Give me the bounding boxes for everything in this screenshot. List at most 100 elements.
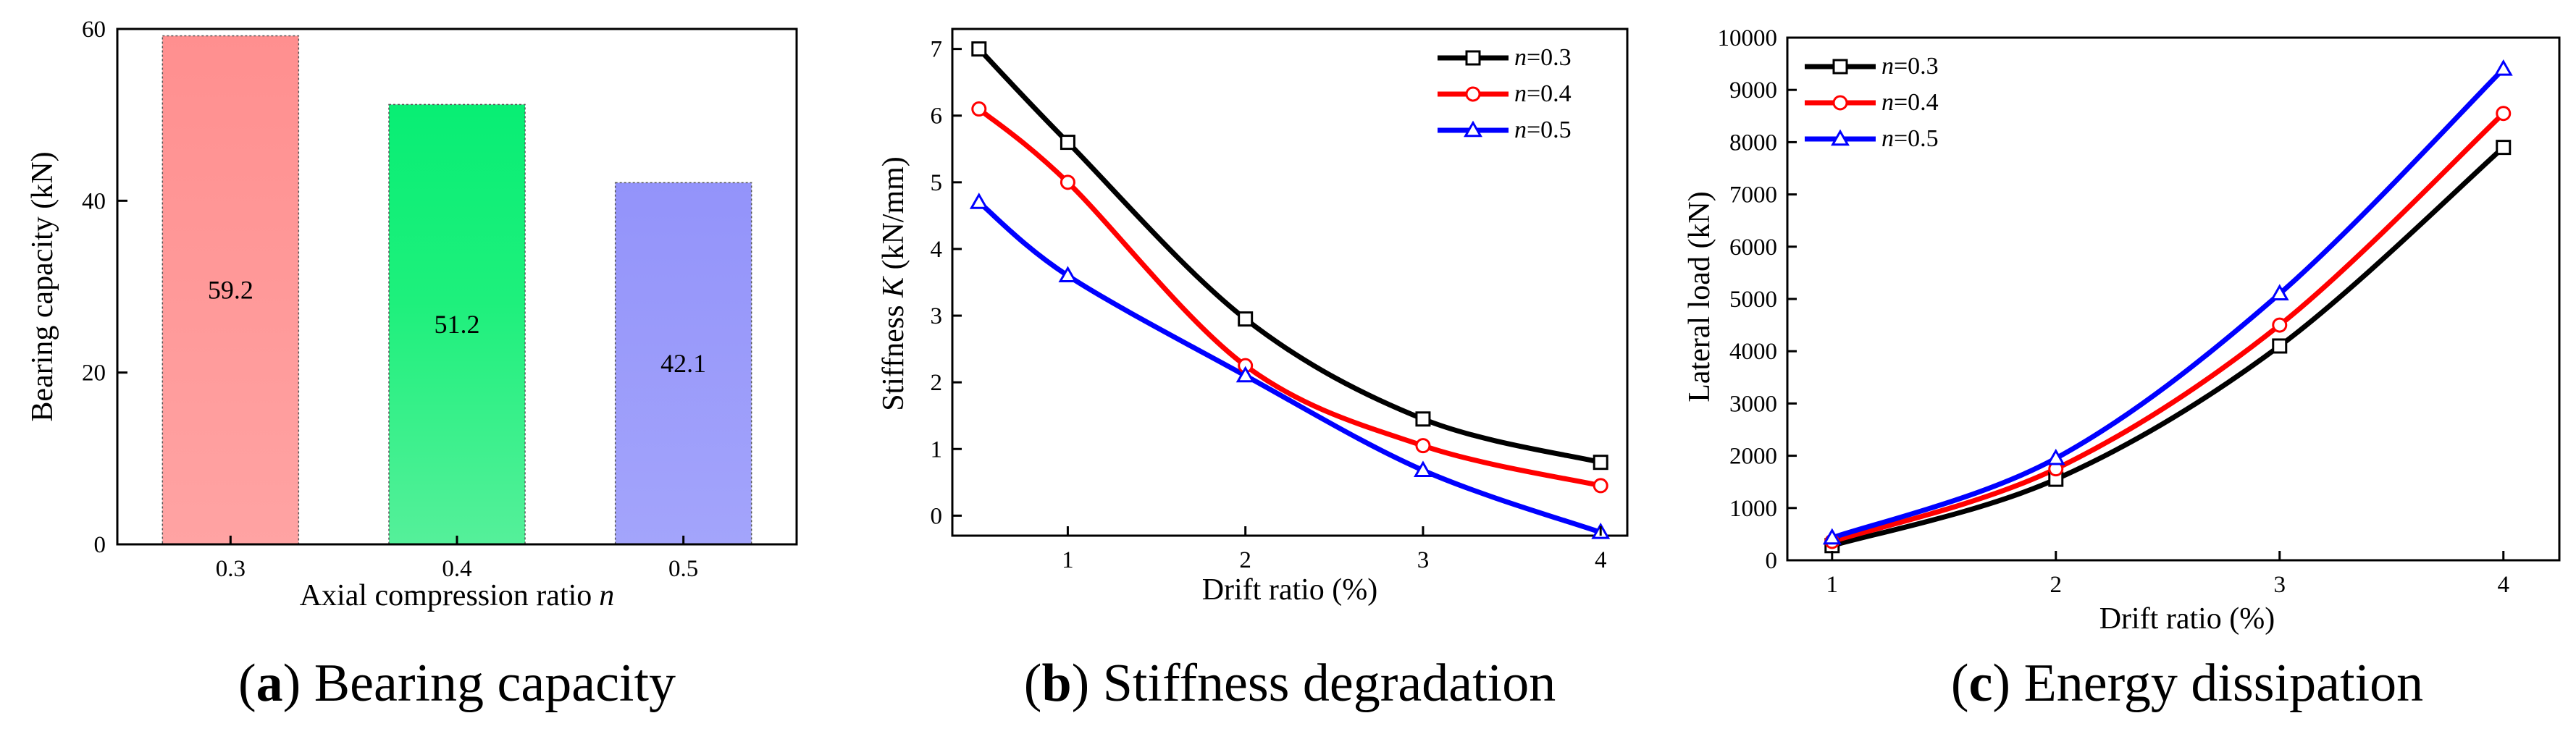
data-point-0-3 (1415, 411, 1431, 427)
y-tick-label-0: 0 (931, 503, 943, 529)
data-point-0-0 (971, 41, 987, 57)
panel-b-caption: (b) Stiffness degradation (1024, 654, 1556, 713)
y-tick-label-0: 0 (94, 532, 106, 558)
y-tick-label-5: 5 (931, 170, 943, 196)
panel-b-y-axis-label-pre: Stiffness (877, 298, 910, 411)
x-tick-label-1: 1 (1062, 547, 1074, 573)
data-point-1-1 (1060, 174, 1075, 190)
panel-b-legend: n=0.3n=0.4n=0.5 (1438, 44, 1572, 143)
panel-a-caption-text: Bearing capacity (314, 654, 676, 713)
panel-c-caption: (c) Energy dissipation (1951, 654, 2423, 713)
data-point-1-3 (1415, 438, 1431, 454)
panel-c-x-axis-label: Drift ratio (%) (2099, 602, 2275, 636)
y-tick-label-2000: 2000 (1729, 444, 1777, 470)
x-tick-label-0.5: 0.5 (668, 556, 698, 582)
y-tick-label-6000: 6000 (1729, 235, 1777, 261)
legend-marker-0 (1465, 50, 1481, 66)
y-tick-label-6: 6 (931, 104, 943, 130)
panel-a-y-axis-label: Bearing capacity (kN) (26, 151, 59, 421)
x-tick-label-3: 3 (2274, 572, 2286, 598)
legend-label-value: =0.4 (1527, 80, 1572, 107)
panel-b-y-axis-label-post: (kN/mm) (877, 156, 910, 277)
panel-b-y-axis-label: Stiffness K (kN/mm) (877, 156, 910, 411)
y-tick-label-1000: 1000 (1729, 496, 1777, 522)
legend-label-value: =0.3 (1894, 53, 1939, 80)
bar-value-label-0.5: 42.1 (660, 349, 706, 378)
x-tick-label-4: 4 (1595, 547, 1607, 573)
y-tick-label-7000: 7000 (1729, 182, 1777, 208)
legend-label-0: n=0.3 (1881, 53, 1939, 80)
x-tick-label-4: 4 (2498, 572, 2510, 598)
y-tick-label-20: 20 (82, 360, 106, 387)
y-tick-label-3000: 3000 (1729, 391, 1777, 417)
panel-b-caption-letter: b (1041, 654, 1071, 713)
legend-label-2: n=0.5 (1514, 117, 1572, 143)
data-point-1-3 (2496, 106, 2512, 122)
series-line-2 (977, 200, 1602, 535)
panel-a-y-ticks: 0 20 40 60 (82, 17, 127, 558)
data-point-1-4 (1593, 478, 1608, 494)
legend-marker-1 (1832, 95, 1848, 111)
bar-0.3 (161, 35, 300, 545)
panel-b-x-axis-label: Drift ratio (%) (1202, 573, 1378, 607)
panel-a-bar-chart: 59.2 51.2 42.1 0 20 40 60 0.3 0.4 0.5 Bearing c… (26, 17, 798, 713)
legend-label-symbol: n (1514, 44, 1527, 71)
data-point-2-1 (1058, 266, 1078, 283)
legend-label-1: n=0.4 (1881, 89, 1939, 116)
panel-b-y-ticks: 0 1 2 3 4 5 6 7 (931, 37, 962, 529)
y-tick-label-2: 2 (931, 370, 943, 396)
panel-a-x-ticks: 0.3 0.4 0.5 (216, 536, 698, 582)
data-point-2-2 (1235, 366, 1255, 383)
data-point-2-3 (1414, 460, 1432, 477)
data-point-2-1 (2046, 448, 2065, 465)
panel-c-line-chart: 0 1000 2000 3000 4000 5000 6000 7000 8000 9000 100… (1683, 25, 2561, 713)
x-tick-label-2: 2 (2050, 572, 2063, 598)
legend-marker-2 (1464, 120, 1482, 138)
legend-marker-0 (1832, 59, 1848, 75)
x-tick-label-1: 1 (1826, 572, 1839, 598)
panel-a-bars (161, 35, 752, 545)
data-point-0-2 (1238, 311, 1254, 327)
legend-label-value: =0.5 (1894, 125, 1939, 152)
legend-marker-1 (1465, 86, 1481, 102)
data-point-0-2 (2272, 338, 2288, 354)
panel-c-y-ticks: 0 1000 2000 3000 4000 5000 6000 7000 8000 9000 100… (1718, 25, 1797, 574)
y-tick-label-5000: 5000 (1729, 287, 1777, 313)
legend-label-symbol: n (1881, 89, 1894, 116)
panel-c-x-ticks: 1 2 3 4 (1826, 551, 2509, 598)
panel-b-caption-text: Stiffness degradation (1103, 654, 1556, 713)
y-tick-label-8000: 8000 (1729, 130, 1777, 156)
bar-value-label-0.3: 59.2 (208, 276, 253, 305)
data-point-2-3 (2493, 59, 2513, 76)
legend-marker-2 (1831, 129, 1850, 146)
panel-a-x-axis-label-text: Axial compression ratio (300, 579, 592, 612)
data-point-0-3 (2496, 140, 2512, 156)
y-tick-label-60: 60 (82, 17, 106, 43)
panel-b-plot-frame (951, 28, 1629, 537)
series-line-1 (1831, 111, 2506, 544)
data-point-0-1 (1060, 135, 1075, 151)
panel-b-x-ticks: 1 2 3 4 (1062, 526, 1606, 573)
series-line-0 (1831, 145, 2506, 549)
y-tick-label-3: 3 (931, 303, 943, 329)
legend-label-symbol: n (1514, 117, 1527, 143)
panel-a-value-labels: 59.2 51.2 42.1 (208, 276, 706, 378)
y-tick-label-1: 1 (931, 436, 943, 463)
y-tick-label-40: 40 (82, 188, 106, 214)
panel-c-caption-letter: c (1969, 654, 1993, 713)
legend-label-2: n=0.5 (1881, 125, 1939, 152)
panel-c-series (1822, 59, 2513, 554)
panel-a-x-axis-label: Axial compression ratio n (300, 579, 615, 612)
y-tick-label-0: 0 (1766, 548, 1778, 574)
series-line-2 (1831, 67, 2506, 541)
panel-a-caption: (a) Bearing capacity (238, 654, 676, 713)
y-tick-label-10000: 10000 (1718, 25, 1778, 51)
panel-c-y-axis-label: Lateral load (kN) (1683, 191, 1716, 402)
legend-label-value: =0.4 (1894, 89, 1939, 116)
data-point-2-0 (969, 193, 989, 209)
series-line-1 (977, 106, 1601, 489)
panel-b-y-axis-label-symbol: K (877, 276, 910, 298)
data-point-1-2 (2272, 317, 2288, 333)
